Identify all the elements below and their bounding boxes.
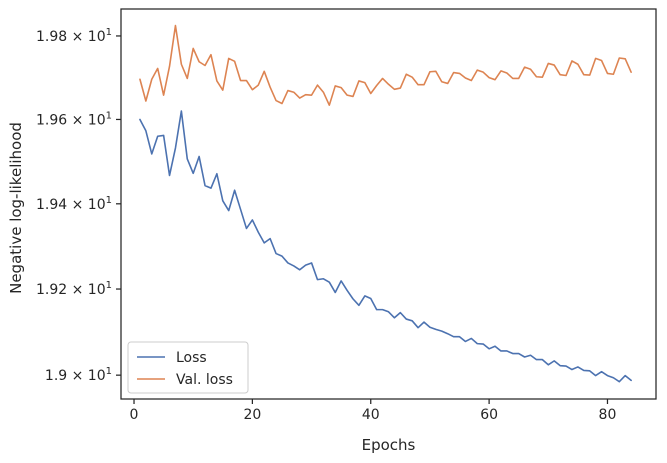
y-tick-label: 1.92 × 101 [36,280,112,298]
y-axis-label: Negative log-likelihood [7,122,25,294]
series-line-val-loss [139,24,632,106]
y-tick-label: 1.96 × 101 [36,110,112,128]
y-tick-label: 1.94 × 101 [36,195,112,213]
legend: Loss Val. loss [127,341,249,394]
x-tick-label: 40 [362,407,380,423]
y-tick-label: 1.98 × 101 [36,27,112,45]
y-tick-label: 1.9 × 101 [45,366,112,384]
plot-area [139,24,632,383]
x-tick-label: 20 [243,407,261,423]
x-axis-label: Epochs [362,436,416,454]
x-tick-label: 80 [599,407,617,423]
legend-label-loss: Loss [176,350,207,366]
series-line-loss [139,110,632,383]
legend-label-val-loss: Val. loss [176,372,233,388]
x-tick-label: 60 [480,407,498,423]
y-axis: 1.9 × 101 1.92 × 101 1.94 × 101 1.96 × 101 1… [36,27,121,384]
x-axis: 0 20 40 60 80 [130,399,617,423]
axes-frame [120,8,657,400]
legend-box [127,341,249,394]
x-tick-label: 0 [130,407,139,423]
